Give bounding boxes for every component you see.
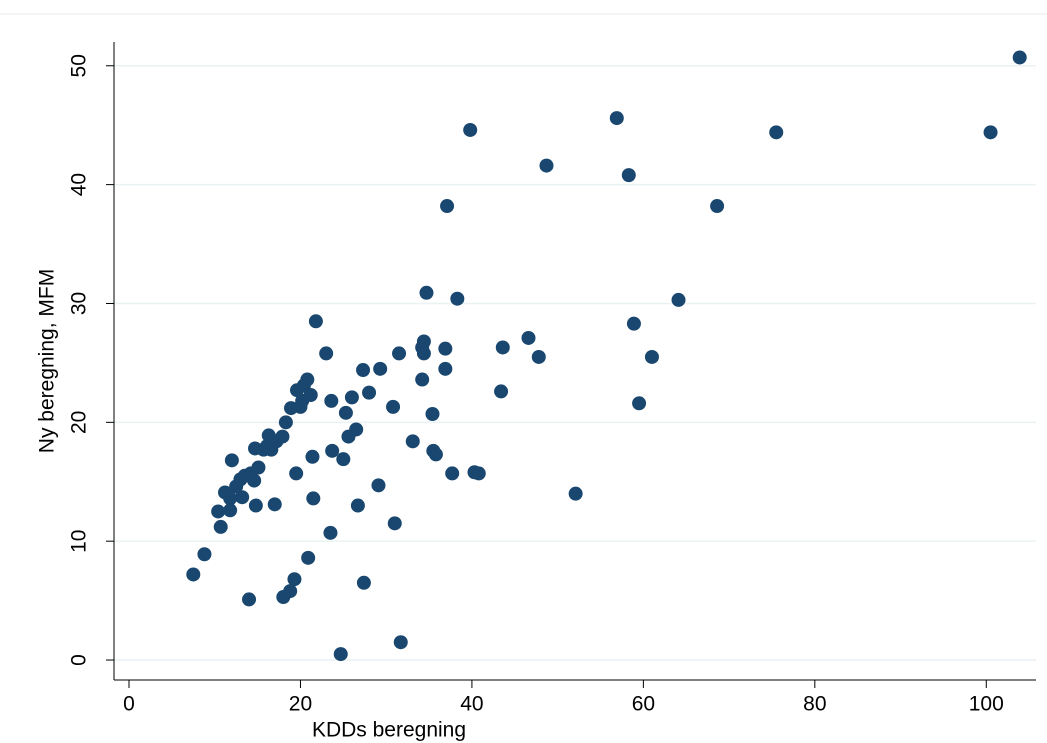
point <box>325 443 340 458</box>
point <box>710 199 725 214</box>
point <box>386 399 401 414</box>
point <box>301 550 316 565</box>
point <box>405 434 420 449</box>
x-tick-label: 20 <box>289 693 312 716</box>
point <box>983 125 998 140</box>
y-tick-label: 50 <box>68 54 91 77</box>
x-tick-label: 40 <box>460 693 483 716</box>
point <box>609 111 624 126</box>
point <box>308 314 323 329</box>
y-tick-label: 10 <box>68 530 91 553</box>
point <box>438 361 453 376</box>
y-tick-label: 20 <box>68 411 91 434</box>
point <box>416 346 431 361</box>
point <box>425 407 440 422</box>
point <box>539 158 554 173</box>
point <box>621 168 636 183</box>
point <box>223 491 238 506</box>
point <box>415 372 430 387</box>
point <box>224 453 239 468</box>
point <box>336 452 351 467</box>
point <box>287 572 302 587</box>
point <box>463 122 478 137</box>
point <box>278 415 293 430</box>
point <box>371 478 386 493</box>
point <box>440 199 455 214</box>
point <box>283 584 298 599</box>
point <box>1012 50 1027 65</box>
point <box>626 316 641 331</box>
point <box>450 291 465 306</box>
point <box>356 363 371 378</box>
point <box>223 503 238 518</box>
point <box>644 349 659 364</box>
point <box>393 635 408 650</box>
point <box>303 387 318 402</box>
point <box>197 547 212 562</box>
point <box>392 346 407 361</box>
point <box>568 486 583 501</box>
point <box>471 466 486 481</box>
point <box>251 460 266 475</box>
point <box>419 285 434 300</box>
point <box>344 390 359 405</box>
y-tick-label: 40 <box>68 173 91 196</box>
point <box>632 396 647 411</box>
point <box>306 491 321 506</box>
point <box>323 525 338 540</box>
y-tick-label: 30 <box>68 292 91 315</box>
x-tick-label: 80 <box>803 693 826 716</box>
point <box>305 449 320 464</box>
point <box>324 393 339 408</box>
y-tick-label: 0 <box>68 654 91 666</box>
point <box>289 466 304 481</box>
point <box>494 384 509 399</box>
point <box>247 473 262 488</box>
x-tick-label: 100 <box>969 693 1004 716</box>
point <box>438 341 453 356</box>
point <box>495 340 510 355</box>
point <box>373 361 388 376</box>
point <box>333 647 348 662</box>
point <box>428 447 443 462</box>
point <box>235 490 250 505</box>
point <box>211 504 226 519</box>
point <box>356 575 371 590</box>
point <box>300 372 315 387</box>
point <box>267 497 282 512</box>
point <box>319 346 334 361</box>
y-axis-title: Ny beregning, MFM <box>36 269 59 453</box>
point <box>350 498 365 513</box>
point <box>531 349 546 364</box>
point <box>416 334 431 349</box>
x-axis-title: KDDs beregning <box>312 719 466 742</box>
point <box>362 385 377 400</box>
point <box>338 405 353 420</box>
x-tick-label: 60 <box>632 693 655 716</box>
point <box>213 519 228 534</box>
point <box>387 516 402 531</box>
point <box>248 498 263 513</box>
point <box>769 125 784 140</box>
point <box>349 422 364 437</box>
point <box>671 292 686 307</box>
point <box>445 466 460 481</box>
point <box>186 567 201 582</box>
x-tick-label: 0 <box>123 693 135 716</box>
point <box>242 592 257 607</box>
point <box>521 330 536 345</box>
point <box>275 429 290 444</box>
